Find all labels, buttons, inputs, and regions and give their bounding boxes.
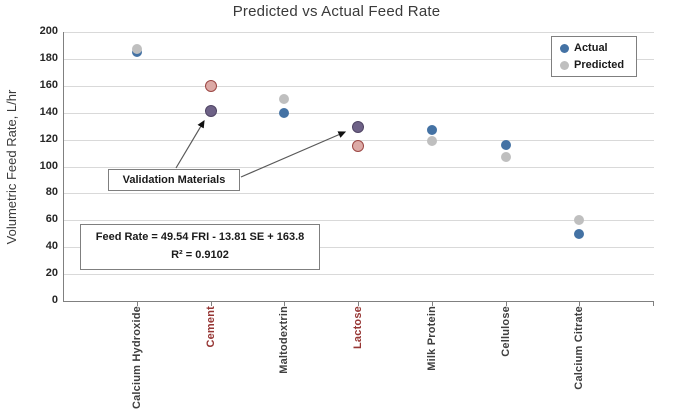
xtick-calcium-hydroxide [136,302,138,306]
gridline-180 [64,58,654,60]
gridline-120 [64,139,654,141]
dot-predicted-calcium-hydroxide [131,44,142,55]
category-label-text: Lactose [352,306,364,349]
gridline-40 [64,247,654,249]
regression-equation: Feed Rate = 49.54 FRI - 13.81 SE + 163.8 [95,231,305,244]
xtick-cement [210,302,212,306]
ytick-label-60: 60 [45,213,58,226]
gridline-160 [64,85,654,87]
dot-predicted-cellulose [500,152,511,163]
gridline-100 [64,166,654,168]
category-label-text: Cellulose [499,306,512,357]
category-label-text: Calcium Hydroxide [130,306,143,410]
dot-predicted-cement [204,79,217,92]
xtick-cellulose [505,302,507,306]
chart-title: Predicted vs Actual Feed Rate [232,3,441,20]
category-label-calcium-citrate: Calcium Citrate [524,306,634,418]
dot-actual-lactose [352,121,364,134]
ytick-label-40: 40 [45,240,58,253]
ytick-label-120: 120 [39,132,58,145]
predicted-series-marker-icon [560,60,569,70]
validation-materials-label: Validation Materials [122,174,226,186]
dot-actual-cement [204,105,217,118]
legend-item-actual: Actual [560,42,636,54]
ytick-label-20: 20 [45,267,58,280]
dot-actual-calcium-citrate [574,228,585,239]
ytick-label-80: 80 [45,186,58,199]
category-label-text: Milk Protein [425,306,438,371]
legend-label-predicted: Predicted [574,59,625,71]
plot-area [63,32,654,302]
dot-predicted-calcium-citrate [574,215,585,226]
validation-materials-callout: Validation Materials [108,169,240,191]
legend: Actual Predicted [551,36,637,77]
xtick-axis-end [653,302,654,306]
gridline-20 [64,274,654,276]
r-squared-value: R² = 0.9102 [171,249,229,261]
xtick-maltodextrin [284,302,286,306]
dot-actual-maltodextrin [279,107,290,118]
dot-predicted-maltodextrin [279,94,290,105]
ytick-label-180: 180 [39,51,58,64]
legend-item-predicted: Predicted [560,59,636,71]
gridline-60 [64,220,654,222]
dot-predicted-milk-protein [426,135,437,146]
ytick-label-160: 160 [39,78,58,91]
xtick-milk-protein [431,302,433,306]
dot-actual-milk-protein [426,125,437,136]
ytick-label-140: 140 [39,105,58,118]
dot-predicted-lactose [352,140,364,153]
ytick-label-100: 100 [39,159,58,172]
ytick-label-200: 200 [39,25,58,37]
dot-actual-cellulose [500,139,511,150]
legend-label-actual: Actual [574,42,608,54]
category-label-text: Maltodextrin [278,306,291,374]
gridline-200 [64,32,654,33]
gridline-140 [64,112,654,114]
gridline-80 [64,193,654,195]
regression-equation-box: Feed Rate = 49.54 FRI - 13.81 SE + 163.8… [80,224,320,270]
xtick-calcium-citrate [579,302,581,306]
ytick-label-0: 0 [51,294,58,306]
actual-series-marker-icon [560,43,569,53]
xtick-lactose [358,302,359,306]
category-label-text: Cement [204,306,217,348]
category-label-text: Calcium Citrate [573,306,586,390]
